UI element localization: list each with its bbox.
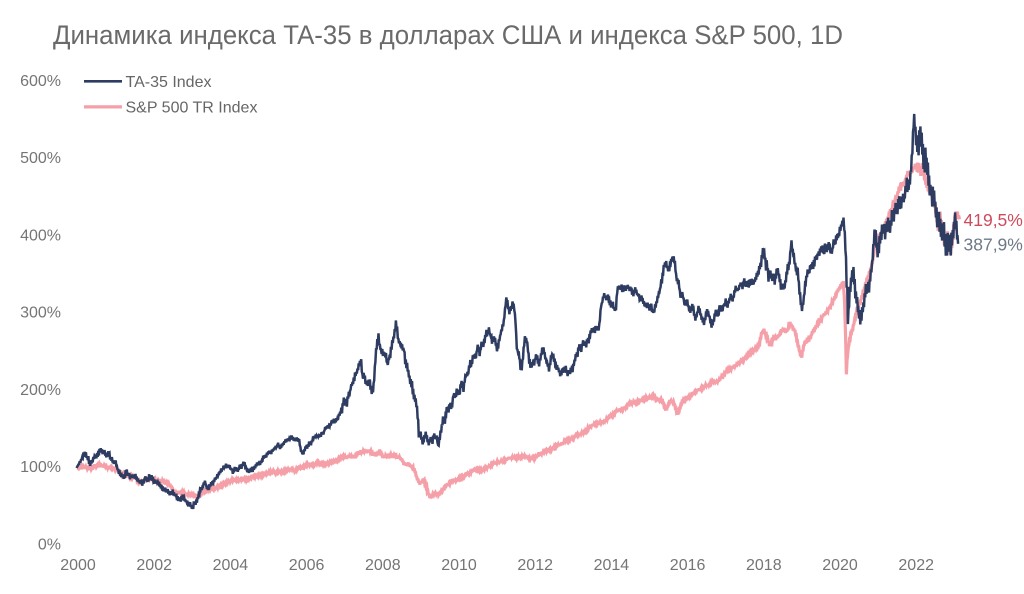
svg-text:0%: 0%	[38, 536, 61, 553]
svg-text:2002: 2002	[136, 557, 172, 574]
svg-text:200%: 200%	[20, 382, 61, 399]
svg-text:2020: 2020	[822, 557, 858, 574]
svg-text:S&P 500 TR Index: S&P 500 TR Index	[126, 99, 258, 116]
svg-text:100%: 100%	[20, 459, 61, 476]
svg-text:2004: 2004	[213, 557, 249, 574]
svg-text:TA-35 Index: TA-35 Index	[126, 74, 212, 91]
svg-text:387,9%: 387,9%	[964, 235, 1023, 255]
svg-text:500%: 500%	[20, 150, 61, 167]
svg-text:2016: 2016	[670, 557, 706, 574]
svg-text:2008: 2008	[365, 557, 401, 574]
svg-text:2022: 2022	[898, 557, 934, 574]
svg-text:2012: 2012	[517, 557, 553, 574]
svg-text:2010: 2010	[441, 557, 477, 574]
svg-text:2000: 2000	[60, 557, 96, 574]
svg-text:Динамика индекса TA-35 в долла: Динамика индекса TA-35 в долларах США и …	[53, 20, 843, 50]
svg-text:2014: 2014	[594, 557, 630, 574]
svg-text:300%: 300%	[20, 305, 61, 322]
svg-text:400%: 400%	[20, 227, 61, 244]
svg-text:2006: 2006	[289, 557, 325, 574]
svg-text:419,5%: 419,5%	[964, 210, 1023, 230]
svg-text:2018: 2018	[746, 557, 782, 574]
svg-text:600%: 600%	[20, 73, 61, 90]
